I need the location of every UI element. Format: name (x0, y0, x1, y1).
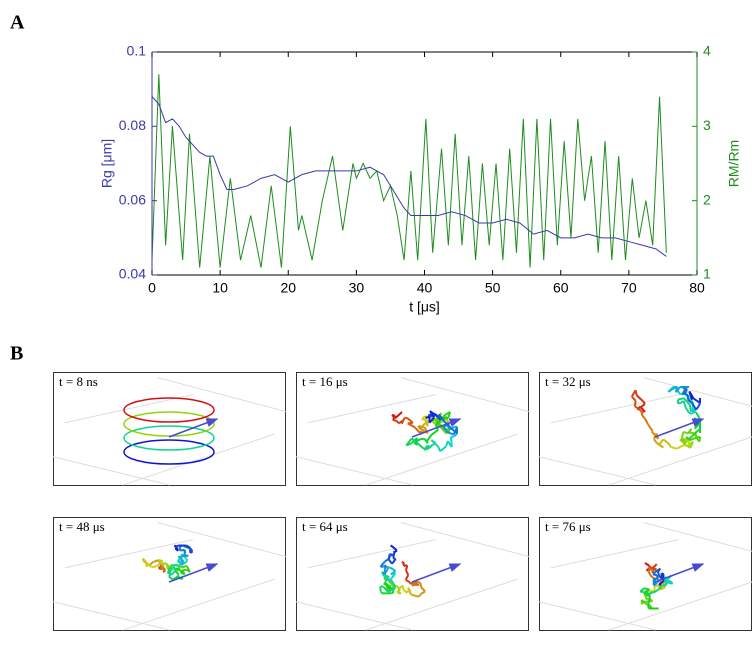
snapshot-frame (540, 518, 752, 631)
y-tick-label: 0.08 (119, 117, 146, 133)
y2-tick-label: 2 (703, 191, 711, 207)
data-line (152, 97, 666, 257)
coil-segment (678, 398, 684, 399)
x-axis-label: t [μs] (409, 299, 440, 315)
y2-tick-label: 3 (703, 117, 711, 133)
x-tick-label: 40 (417, 280, 433, 296)
coil-segment (398, 587, 399, 590)
coil-segment (440, 413, 441, 415)
coil-segment (644, 402, 645, 404)
coil-segment (393, 420, 397, 421)
coil-segment (425, 417, 429, 418)
coil-segment (419, 594, 420, 596)
coil-segment (658, 572, 659, 576)
y2-tick-label: 4 (703, 43, 711, 59)
coil-segment (663, 574, 664, 576)
x-tick-label: 50 (485, 280, 501, 296)
coil-segment (649, 567, 650, 572)
coil-segment (424, 419, 426, 420)
y2-axis-label: RM/Rm (726, 140, 742, 187)
snapshot-frame (540, 373, 752, 486)
coil-segment (387, 587, 392, 588)
snapshot: t = 76 μs (539, 518, 752, 631)
y-tick-label: 0.04 (119, 266, 146, 282)
coil-segment (421, 427, 422, 431)
coil-segment (391, 546, 394, 548)
coil-segment (410, 593, 411, 594)
y-axis-label: Rg [μm] (99, 139, 115, 188)
snapshot-label: t = 8 ns (59, 374, 98, 389)
coil-segment (657, 575, 658, 578)
coil-segment (394, 584, 395, 589)
coil-segment (672, 447, 677, 448)
coil-segment (384, 565, 386, 566)
coil-segment (415, 596, 419, 597)
coil-segment (426, 420, 427, 423)
snapshot: t = 32 μs (539, 373, 752, 486)
coil-segment (390, 583, 391, 584)
coil-segment (406, 565, 407, 570)
coil-segment (398, 591, 400, 593)
coil-segment (185, 555, 189, 556)
snapshot: t = 48 μs (53, 518, 286, 631)
coil-segment (635, 401, 636, 406)
coil-segment (659, 584, 661, 585)
snapshot-label: t = 64 μs (302, 519, 348, 534)
snapshot: t = 16 μs (296, 373, 529, 486)
snapshot-frame (54, 373, 286, 486)
coil-segment (436, 415, 437, 417)
x-tick-label: 80 (689, 280, 705, 296)
coil-segment (143, 559, 144, 560)
coil-segment (690, 410, 692, 411)
coil-segment (388, 590, 391, 591)
coil-segment (686, 437, 688, 439)
snapshot-label: t = 32 μs (545, 374, 591, 389)
coil-segment (692, 408, 693, 410)
coil-segment (699, 403, 700, 406)
coil-segment (393, 591, 394, 593)
coil-segment (163, 568, 164, 569)
coil-segment (399, 590, 400, 592)
coil-segment (148, 563, 149, 566)
coil-segment (385, 570, 387, 573)
x-tick-label: 20 (280, 280, 296, 296)
coil-segment (414, 427, 416, 429)
y-tick-label: 0.06 (119, 191, 146, 207)
snapshot: t = 64 μs (296, 518, 529, 631)
panel-label: A (10, 12, 25, 34)
coil-segment (689, 391, 690, 395)
coil-segment (389, 555, 390, 559)
coil-segment (671, 581, 672, 583)
x-tick-label: 70 (621, 280, 637, 296)
snapshot-frame (297, 518, 529, 631)
x-tick-label: 0 (148, 280, 156, 296)
coil-segment (644, 588, 648, 589)
x-tick-label: 10 (212, 280, 228, 296)
coil-segment (149, 566, 153, 567)
panel-label: B (10, 343, 23, 365)
y2-tick-label: 1 (703, 266, 711, 282)
snapshot-frame (297, 373, 529, 486)
snapshot-label: t = 48 μs (59, 519, 105, 534)
x-tick-label: 60 (553, 280, 569, 296)
y-tick-label: 0.1 (127, 43, 147, 59)
snapshot: t = 8 ns (53, 373, 286, 486)
snapshot-label: t = 16 μs (302, 374, 348, 389)
x-tick-label: 30 (349, 280, 365, 296)
coil-segment (387, 568, 388, 571)
coil-segment (386, 590, 388, 592)
snapshot-label: t = 76 μs (545, 519, 591, 534)
coil-segment (641, 412, 642, 416)
coil-segment (662, 585, 667, 586)
data-line (152, 74, 666, 267)
